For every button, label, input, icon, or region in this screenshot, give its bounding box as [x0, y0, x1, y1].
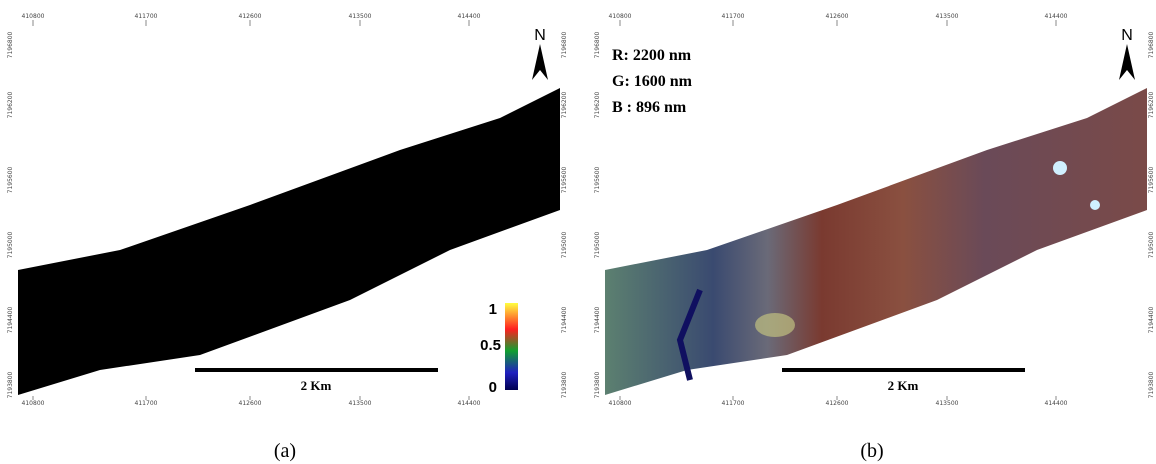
north-arrow — [532, 44, 548, 80]
north-label: N — [1121, 27, 1133, 44]
color-bar — [505, 303, 518, 390]
bright-spot — [1053, 161, 1067, 175]
tick-label: 7196800 — [561, 31, 568, 58]
tick-label: 412600 — [239, 13, 262, 20]
image-strip — [605, 88, 1147, 395]
tick-label: 7193800 — [1148, 371, 1155, 398]
tick-label: 7195000 — [7, 231, 14, 258]
north-label: N — [534, 27, 546, 44]
tick-label: 7194400 — [1148, 306, 1155, 333]
tick-label: 7195000 — [594, 231, 601, 258]
band-label: G: 1600 nm — [612, 73, 693, 90]
tick-label: 413500 — [349, 13, 372, 20]
tick-label: 7196800 — [594, 31, 601, 58]
tick-label: 411700 — [722, 400, 745, 407]
figure: 410800 411700 412600 413500 414400 410800 4117… — [0, 0, 1156, 464]
tick-label: 410800 — [609, 400, 632, 407]
tick-label: 411700 — [135, 400, 158, 407]
tick-label: 7194400 — [594, 306, 601, 333]
north-arrow — [1119, 44, 1135, 80]
tick-label: 7195000 — [1148, 231, 1155, 258]
legend-label: 0.5 — [480, 337, 501, 354]
tick-label: 7196200 — [561, 91, 568, 118]
scale-label: 2 Km — [301, 378, 332, 393]
band-label: R: 2200 nm — [612, 47, 692, 64]
tick-label: 412600 — [826, 400, 849, 407]
scale-bar — [782, 368, 1025, 372]
tick-label: 7193800 — [7, 371, 14, 398]
bright-area — [755, 313, 795, 337]
tick-label: 412600 — [239, 400, 262, 407]
legend-label: 1 — [489, 301, 497, 318]
tick-label: 7196800 — [1148, 31, 1155, 58]
bright-spot — [1090, 200, 1100, 210]
tick-label: 7195600 — [594, 166, 601, 193]
tick-label: 7193800 — [561, 371, 568, 398]
tick-label: 414400 — [458, 13, 481, 20]
tick-label: 414400 — [1045, 13, 1068, 20]
scale-label: 2 Km — [888, 378, 919, 393]
caption: (a) — [274, 440, 296, 462]
tick-label: 7194400 — [7, 306, 14, 333]
tick-label: 7196200 — [1148, 91, 1155, 118]
tick-label: 414400 — [458, 400, 481, 407]
caption: (b) — [860, 440, 883, 462]
scale-bar — [195, 368, 438, 372]
tick-label: 7194400 — [561, 306, 568, 333]
tick-label: 7193800 — [594, 371, 601, 398]
tick-label: 7195600 — [7, 166, 14, 193]
tick-label: 413500 — [349, 400, 372, 407]
legend-label: 0 — [489, 379, 497, 396]
tick-label: 412600 — [826, 13, 849, 20]
tick-label: 7195000 — [561, 231, 568, 258]
tick-label: 411700 — [722, 13, 745, 20]
tick-label: 411700 — [135, 13, 158, 20]
band-label: B : 896 nm — [612, 99, 687, 116]
tick-label: 7196200 — [594, 91, 601, 118]
tick-label: 410800 — [22, 400, 45, 407]
tick-label: 413500 — [936, 13, 959, 20]
tick-label: 414400 — [1045, 400, 1068, 407]
tick-label: 413500 — [936, 400, 959, 407]
tick-label: 7196200 — [7, 91, 14, 118]
tick-label: 410800 — [609, 13, 632, 20]
tick-label: 7195600 — [561, 166, 568, 193]
tick-label: 7195600 — [1148, 166, 1155, 193]
image-strip — [18, 88, 560, 395]
tick-label: 7196800 — [7, 31, 14, 58]
tick-label: 410800 — [22, 13, 45, 20]
